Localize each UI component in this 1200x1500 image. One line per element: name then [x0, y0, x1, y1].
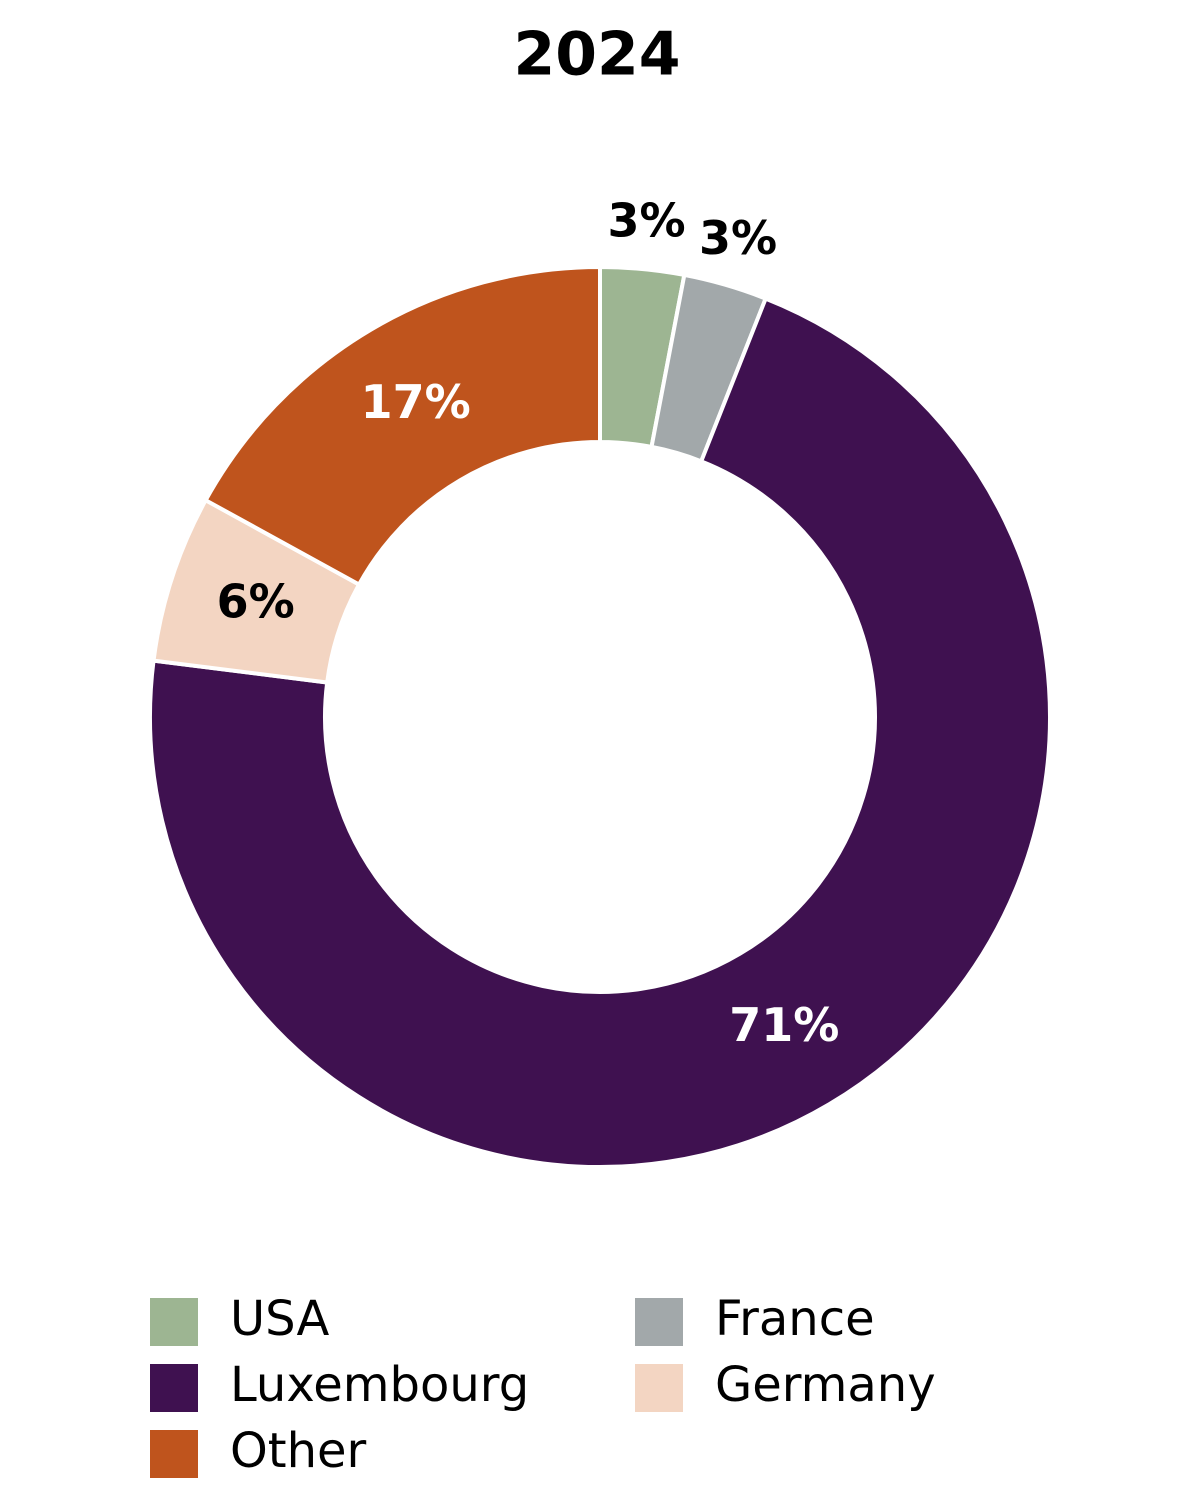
data-label: 3% — [608, 194, 686, 248]
data-label: 71% — [729, 998, 839, 1052]
data-label: 17% — [361, 375, 471, 429]
legend-swatch — [150, 1430, 198, 1478]
legend-label: Other — [230, 1423, 367, 1479]
data-label: 3% — [699, 211, 777, 265]
legend-swatch — [150, 1298, 198, 1346]
legend-label: Germany — [715, 1357, 936, 1413]
donut-slice — [148, 296, 1052, 1169]
legend-swatch — [635, 1364, 683, 1412]
legend-swatch — [150, 1364, 198, 1412]
donut-slice — [202, 264, 602, 588]
legend-label: Luxembourg — [230, 1357, 529, 1413]
legend-swatch — [635, 1298, 683, 1346]
data-label: 6% — [217, 575, 295, 629]
chart-title: 2024 — [514, 20, 681, 90]
legend-label: France — [715, 1291, 875, 1347]
legend-label: USA — [230, 1291, 329, 1347]
